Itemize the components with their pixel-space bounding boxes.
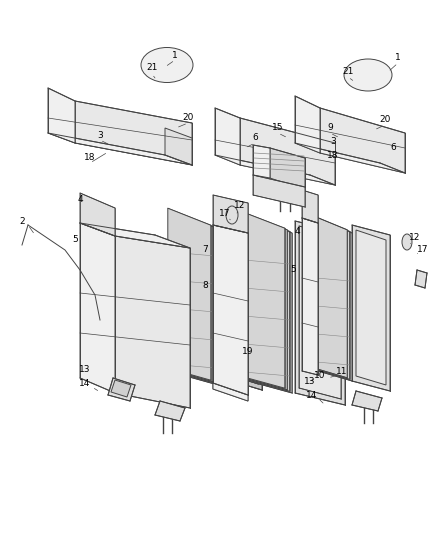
Text: 10: 10 [314, 370, 326, 379]
Polygon shape [356, 230, 386, 385]
Polygon shape [352, 225, 390, 391]
Polygon shape [222, 223, 262, 390]
Polygon shape [175, 213, 218, 385]
Text: 17: 17 [417, 246, 429, 254]
Polygon shape [270, 148, 305, 190]
Polygon shape [253, 145, 270, 178]
Text: 4: 4 [294, 228, 300, 237]
Text: 14: 14 [79, 378, 91, 387]
Text: 7: 7 [202, 246, 208, 254]
Polygon shape [246, 214, 290, 391]
Polygon shape [316, 217, 350, 379]
Text: 17: 17 [219, 208, 231, 217]
Text: 4: 4 [77, 196, 83, 205]
Polygon shape [155, 401, 185, 421]
Text: 9: 9 [327, 124, 333, 133]
Text: 1: 1 [172, 51, 178, 60]
Polygon shape [320, 108, 405, 173]
Text: 5: 5 [290, 265, 296, 274]
Polygon shape [222, 353, 262, 390]
Text: 18: 18 [84, 154, 96, 163]
Ellipse shape [344, 59, 392, 91]
Polygon shape [352, 391, 382, 411]
Polygon shape [111, 380, 131, 397]
Polygon shape [165, 128, 192, 165]
Polygon shape [241, 211, 285, 388]
Text: 6: 6 [252, 133, 258, 142]
Text: 2: 2 [19, 217, 25, 227]
Polygon shape [318, 219, 352, 381]
Polygon shape [415, 270, 427, 288]
Polygon shape [213, 225, 248, 395]
Polygon shape [302, 190, 318, 223]
Polygon shape [313, 216, 347, 378]
Polygon shape [173, 212, 215, 383]
Ellipse shape [402, 234, 412, 250]
Text: 8: 8 [202, 280, 208, 289]
Text: 12: 12 [234, 200, 246, 209]
Polygon shape [168, 208, 211, 380]
Polygon shape [215, 108, 240, 165]
Text: 5: 5 [72, 236, 78, 245]
Polygon shape [295, 221, 345, 405]
Polygon shape [48, 88, 75, 143]
Polygon shape [213, 225, 248, 401]
Polygon shape [243, 213, 287, 390]
Polygon shape [240, 118, 335, 185]
Text: 13: 13 [304, 377, 316, 386]
Text: 1: 1 [395, 53, 401, 62]
Text: 11: 11 [336, 367, 348, 376]
Polygon shape [80, 223, 190, 248]
Text: 3: 3 [97, 131, 103, 140]
Ellipse shape [141, 47, 193, 83]
Polygon shape [213, 383, 248, 401]
Text: 14: 14 [306, 391, 318, 400]
Polygon shape [295, 143, 405, 173]
Text: 19: 19 [242, 348, 254, 357]
Ellipse shape [226, 206, 238, 224]
Text: 20: 20 [182, 114, 194, 123]
Text: 20: 20 [379, 116, 391, 125]
Text: 6: 6 [390, 143, 396, 152]
Polygon shape [48, 133, 192, 165]
Text: 13: 13 [79, 366, 91, 375]
Text: 21: 21 [343, 68, 354, 77]
Polygon shape [170, 210, 213, 382]
Polygon shape [80, 223, 115, 393]
Polygon shape [253, 175, 305, 207]
Polygon shape [213, 195, 248, 233]
Text: 21: 21 [146, 63, 158, 72]
Text: 15: 15 [272, 124, 284, 133]
Text: 18: 18 [327, 150, 339, 159]
Polygon shape [226, 218, 258, 384]
Polygon shape [248, 216, 292, 393]
Polygon shape [295, 96, 320, 153]
Polygon shape [80, 193, 115, 236]
Polygon shape [302, 218, 318, 375]
Polygon shape [108, 378, 135, 401]
Polygon shape [299, 226, 341, 399]
Polygon shape [115, 236, 190, 408]
Text: 3: 3 [330, 138, 336, 147]
Polygon shape [75, 101, 192, 165]
Polygon shape [215, 155, 335, 185]
Text: 12: 12 [410, 233, 420, 243]
